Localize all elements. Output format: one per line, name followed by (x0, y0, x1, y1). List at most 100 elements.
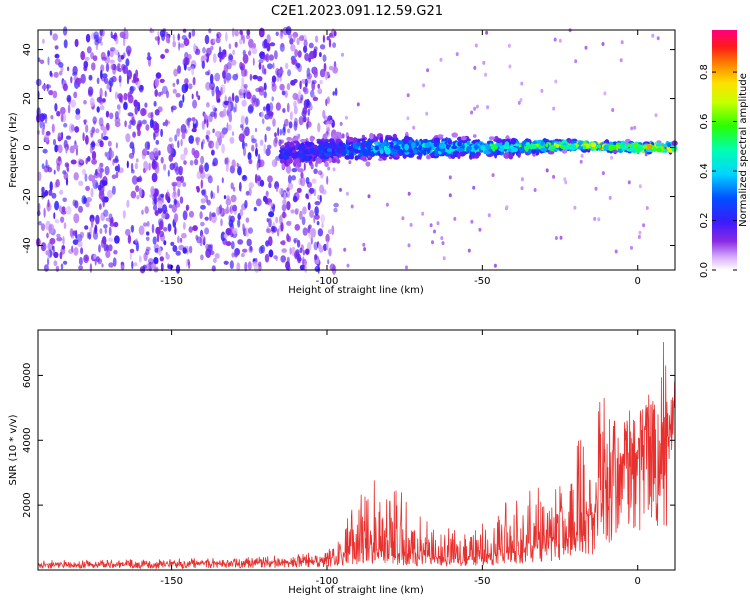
heatmap-cell (274, 181, 280, 190)
heatmap-cell (345, 115, 348, 120)
heatmap-cell (178, 100, 183, 108)
heatmap-cell (345, 191, 349, 196)
heatmap-cell (247, 50, 252, 56)
heatmap-cell (275, 216, 279, 224)
heatmap-cell (85, 124, 89, 133)
heatmap-cell (52, 90, 58, 99)
heatmap-cell (73, 172, 79, 181)
heatmap-cell (102, 136, 109, 141)
heatmap-cell (181, 132, 186, 140)
heatmap-cell (170, 143, 175, 150)
heatmap-cell (475, 151, 481, 157)
heatmap-cell (176, 179, 182, 188)
heatmap-cell (637, 235, 641, 239)
heatmap-cell (108, 237, 114, 242)
heatmap-cell (280, 255, 287, 263)
heatmap-cell (69, 123, 75, 133)
heatmap-cell (247, 105, 254, 114)
heatmap-cell (519, 98, 523, 102)
heatmap-cell (354, 155, 359, 161)
heatmap-cell (208, 28, 212, 34)
heatmap-cell (188, 31, 192, 39)
heatmap-cell (447, 139, 453, 145)
heatmap-cell (42, 38, 45, 44)
heatmap-cell (304, 53, 310, 61)
heatmap-cell (211, 212, 216, 218)
heatmap-cell (230, 241, 235, 250)
heatmap-cell (328, 247, 332, 257)
heatmap-cell (218, 46, 222, 55)
heatmap-cell (308, 155, 313, 160)
heatmap-cell (390, 151, 396, 156)
heatmap-cell (279, 83, 285, 91)
heatmap-cell (232, 204, 237, 212)
heatmap-cell (139, 175, 142, 182)
colorbar-tick-label: 0.6 (699, 114, 710, 130)
heatmap-cell (223, 75, 227, 85)
heatmap-cell (131, 175, 138, 185)
heatmap-cell (614, 249, 618, 254)
heatmap-cell (144, 141, 150, 150)
heatmap-cell (108, 213, 113, 220)
heatmap-cell (341, 133, 345, 139)
heatmap-cell (101, 56, 107, 61)
heatmap-cell (72, 65, 78, 75)
heatmap-cell (234, 30, 239, 37)
heatmap-cell (484, 72, 488, 77)
heatmap-cell (188, 245, 193, 254)
heatmap-cell (671, 144, 678, 152)
heatmap-cell (158, 230, 165, 238)
heatmap-cell (239, 38, 243, 45)
heatmap-cell (60, 263, 64, 270)
heatmap-cell (35, 78, 42, 87)
x-tick-label: 0 (635, 576, 641, 587)
heatmap-cell (559, 235, 563, 240)
colorbar-ticks: 0.0 0.2 0.4 0.6 0.8 (699, 64, 737, 278)
heatmap-cell (252, 261, 258, 267)
heatmap-cell (118, 97, 123, 102)
heatmap-cell (301, 78, 307, 84)
heatmap-cell (117, 51, 120, 58)
heatmap-cell (141, 209, 144, 215)
heatmap-cell (603, 91, 607, 96)
heatmap-cell (317, 264, 320, 274)
heatmap-cell (594, 186, 598, 191)
heatmap-cell (201, 120, 205, 130)
heatmap-cell (127, 49, 131, 57)
heatmap-cell (161, 204, 168, 214)
heatmap-cell (114, 91, 118, 100)
heatmap-cell (196, 140, 200, 146)
heatmap-cell (172, 33, 175, 42)
heatmap-cell (93, 253, 97, 260)
heatmap-cell (128, 124, 132, 130)
heatmap-cell (103, 209, 109, 217)
heatmap-cell (231, 92, 235, 102)
heatmap-cell (426, 68, 430, 73)
heatmap-cell (230, 182, 234, 190)
heatmap-cell (276, 228, 280, 237)
heatmap-cell (324, 141, 329, 147)
heatmap-cell (558, 38, 562, 43)
heatmap-cell (365, 161, 371, 167)
heatmap-cell (101, 132, 104, 140)
heatmap-cell (279, 128, 282, 136)
heatmap-cell (283, 191, 287, 201)
heatmap-cell (305, 177, 310, 185)
heatmap-cell (223, 260, 229, 265)
heatmap-cell (474, 43, 478, 48)
heatmap-cell (341, 52, 344, 57)
heatmap-cell (590, 142, 597, 148)
heatmap-cell (379, 136, 384, 143)
heatmap-cell (242, 248, 248, 253)
heatmap-cell (145, 249, 150, 256)
heatmap-cell (407, 191, 411, 196)
heatmap-cell (264, 133, 267, 143)
heatmap-cell (191, 117, 196, 122)
y-tick-label: 40 (22, 43, 33, 56)
heatmap-cell (261, 118, 265, 125)
heatmap-cell (504, 141, 510, 148)
heatmap-cell (119, 31, 126, 39)
heatmap-cell (263, 91, 267, 99)
heatmap-cell (294, 49, 298, 57)
heatmap-cell (608, 195, 612, 200)
